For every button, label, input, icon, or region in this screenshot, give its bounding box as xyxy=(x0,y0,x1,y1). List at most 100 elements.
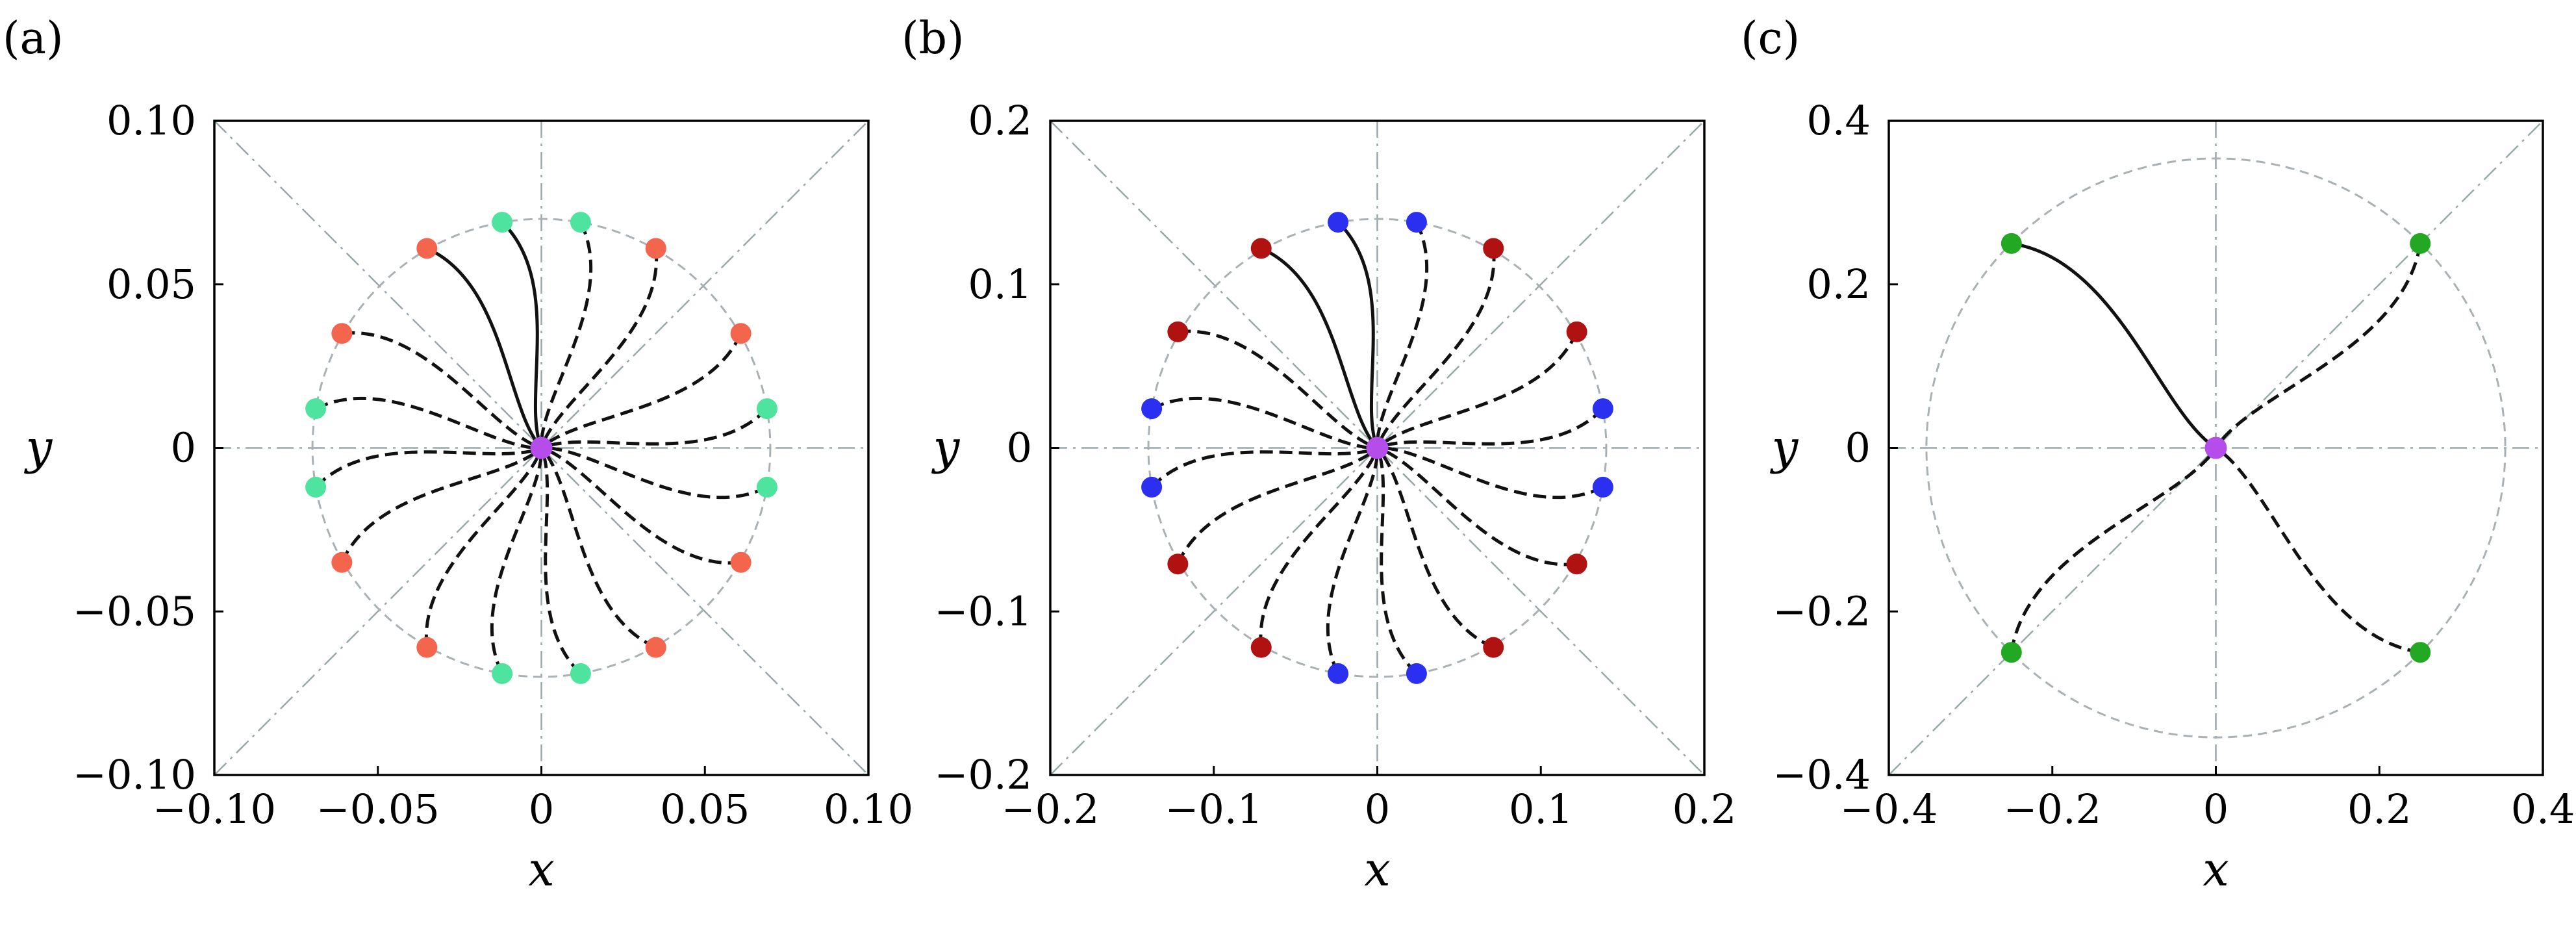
data-point-13 xyxy=(331,552,353,573)
trajectory-1 xyxy=(1337,221,1379,449)
trajectory-1 xyxy=(501,221,543,449)
trajectory-5 xyxy=(1376,331,1578,450)
data-point-12 xyxy=(1250,637,1272,658)
data-point-1 xyxy=(492,212,513,233)
x-tick-label: −0.1 xyxy=(1165,785,1263,833)
data-point-11 xyxy=(1328,663,1349,684)
y-tick-label: 0.1 xyxy=(968,260,1032,308)
data-point-9 xyxy=(1483,637,1504,658)
data-point-3 xyxy=(570,212,591,233)
trajectory-15 xyxy=(314,396,542,450)
trajectory-6 xyxy=(540,407,768,450)
trajectory-16 xyxy=(1178,329,1378,450)
panel-b: −0.2 −0.1 0 0.1 0.2 −0.2 −0.1 0 0.1 0.2 x y (b) xyxy=(902,13,1736,896)
data-point-8 xyxy=(1566,553,1587,575)
data-point-11 xyxy=(492,663,513,684)
x-axis-label: x xyxy=(1364,842,1391,896)
y-tick-label: −0.2 xyxy=(934,751,1032,798)
y-tick-label: 0.2 xyxy=(968,97,1032,144)
trajectory-12 xyxy=(424,447,543,648)
data-point-10 xyxy=(1406,663,1427,684)
x-tick-label: 0.2 xyxy=(1673,785,1737,833)
data-point-15 xyxy=(1141,398,1163,420)
trajectory-7 xyxy=(1377,446,1604,500)
center-point xyxy=(530,437,553,459)
data-point-2 xyxy=(416,238,438,259)
x-tick-label: 0.10 xyxy=(824,785,913,833)
y-tick-label: 0.05 xyxy=(107,260,196,308)
y-tick-label: 0.4 xyxy=(1806,97,1871,144)
y-tick-label: −0.10 xyxy=(73,751,196,798)
y-tick-label: 0.2 xyxy=(1806,260,1871,308)
data-point-16 xyxy=(1167,321,1189,342)
data-point-10 xyxy=(570,663,591,684)
data-point-6 xyxy=(756,398,777,420)
trajectory-8 xyxy=(1376,446,1577,566)
trajectory-6 xyxy=(1376,407,1604,450)
x-tick-label: −0.05 xyxy=(316,785,440,833)
trajectory-2 xyxy=(426,247,543,450)
trajectory-2 xyxy=(1260,247,1379,450)
x-tick-label: −0.2 xyxy=(1002,785,1100,833)
trajectory-5 xyxy=(540,333,742,450)
data-point-8 xyxy=(730,552,751,573)
panel-label: (a) xyxy=(3,13,64,64)
trajectory-10 xyxy=(540,447,582,675)
x-tick-label: 0.4 xyxy=(2511,785,2575,833)
data-point-4 xyxy=(1483,238,1504,259)
trajectory-14 xyxy=(1150,446,1378,489)
reference-circle xyxy=(1925,157,2507,739)
trajectory-13 xyxy=(340,446,543,563)
plot-area xyxy=(1050,121,1704,775)
trajectory-2 xyxy=(2214,243,2422,449)
trajectory-3 xyxy=(1375,221,1429,448)
trajectory-3 xyxy=(539,221,593,448)
y-tick-label: 0 xyxy=(171,424,196,472)
reference-circle xyxy=(1147,218,1608,678)
trajectory-1 xyxy=(2011,242,2217,450)
data-point-7 xyxy=(756,476,777,498)
data-point-12 xyxy=(416,637,438,658)
data-point-2 xyxy=(2410,233,2431,254)
x-tick-label: −0.10 xyxy=(153,785,276,833)
trajectory-4 xyxy=(2010,447,2217,653)
trajectory-12 xyxy=(1259,447,1379,648)
trajectory-10 xyxy=(1376,447,1418,675)
y-tick-label: −0.1 xyxy=(934,587,1032,635)
trajectory-4 xyxy=(540,248,659,449)
data-point-5 xyxy=(730,323,751,344)
data-point-14 xyxy=(305,476,327,498)
x-tick-label: 0 xyxy=(529,785,554,833)
y-tick-label: −0.4 xyxy=(1773,751,1871,798)
trajectory-14 xyxy=(314,446,542,489)
panel-label: (c) xyxy=(1741,13,1800,64)
center-point xyxy=(2204,437,2227,459)
plot-area xyxy=(1889,121,2543,775)
trajectory-7 xyxy=(541,446,768,500)
data-point-9 xyxy=(645,637,666,658)
trajectory-9 xyxy=(540,446,657,649)
panel-a: −0.10 −0.05 0 0.05 0.10 −0.10 −0.05 0 0.05 0.10 x y… xyxy=(3,13,913,896)
data-point-1 xyxy=(2001,233,2022,254)
plot-area xyxy=(214,121,868,775)
data-point-4 xyxy=(2001,642,2022,663)
trajectory-13 xyxy=(1176,446,1379,565)
y-axis-label: y xyxy=(24,420,53,475)
trajectory-11 xyxy=(490,448,544,675)
y-tick-label: −0.2 xyxy=(1773,587,1871,635)
data-point-3 xyxy=(2410,642,2431,663)
y-tick-label: 0 xyxy=(1007,424,1032,472)
data-point-14 xyxy=(1141,476,1163,498)
data-point-4 xyxy=(645,238,666,259)
y-tick-label: −0.05 xyxy=(73,587,196,635)
x-tick-label: 0.05 xyxy=(660,785,750,833)
data-point-16 xyxy=(331,323,353,344)
x-tick-label: 0 xyxy=(1365,785,1390,833)
x-tick-label: −0.2 xyxy=(2003,785,2101,833)
center-point xyxy=(1366,437,1389,459)
panel-label: (b) xyxy=(902,13,965,64)
x-tick-label: 0.1 xyxy=(1509,785,1573,833)
x-tick-label: 0.2 xyxy=(2347,785,2412,833)
x-axis-label: x xyxy=(528,842,555,896)
